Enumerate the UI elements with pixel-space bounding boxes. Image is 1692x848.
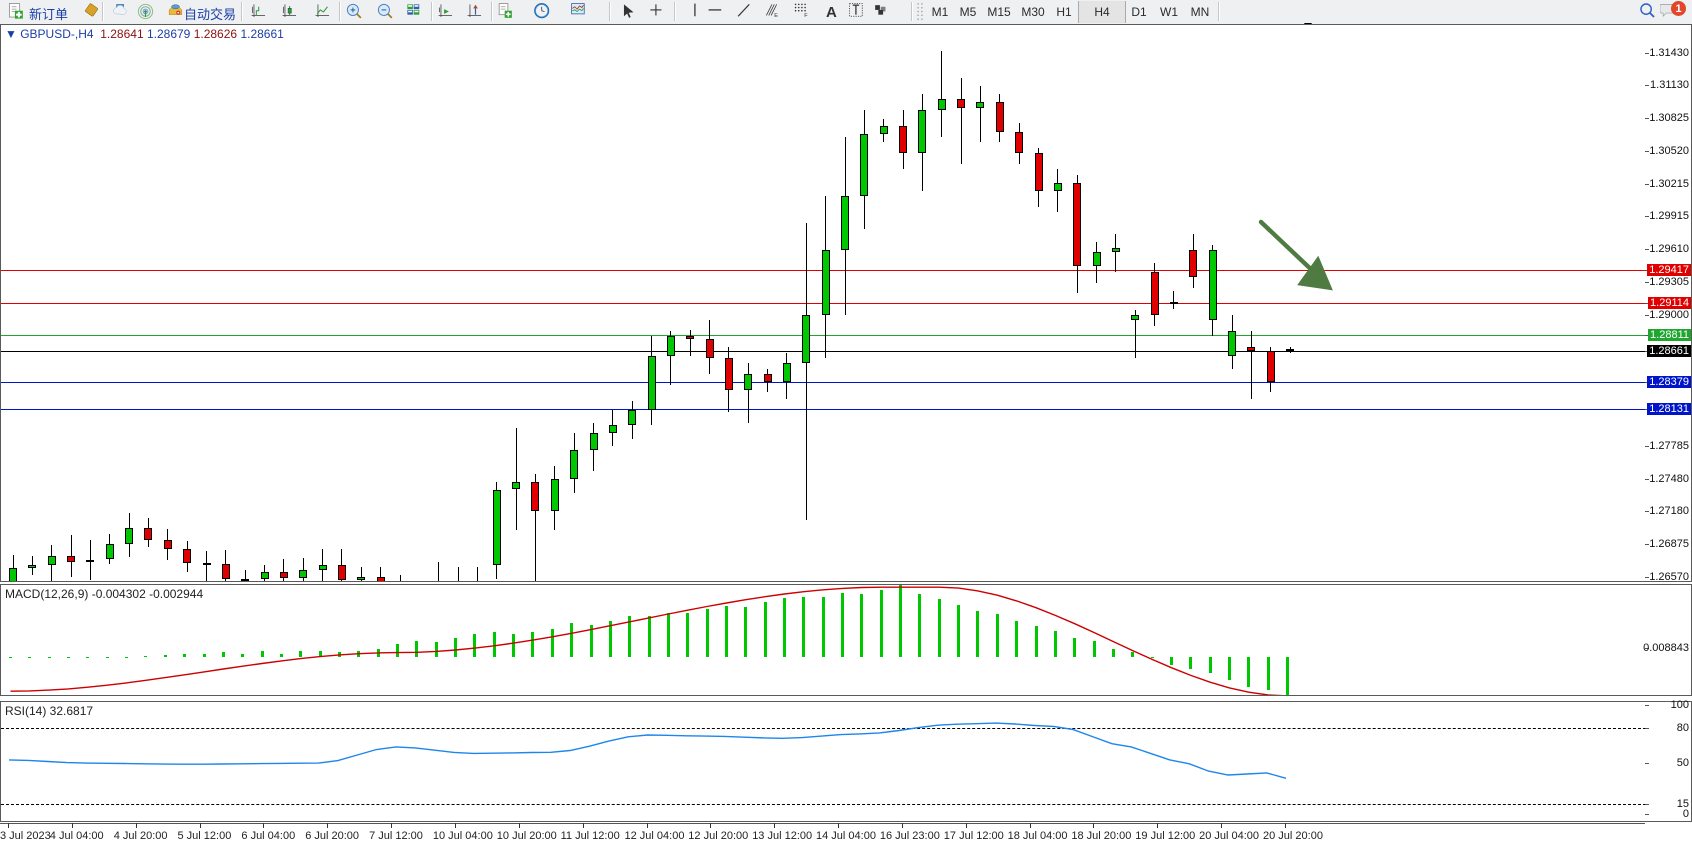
svg-text:E: E [774,13,778,19]
svg-text:F: F [804,13,808,19]
